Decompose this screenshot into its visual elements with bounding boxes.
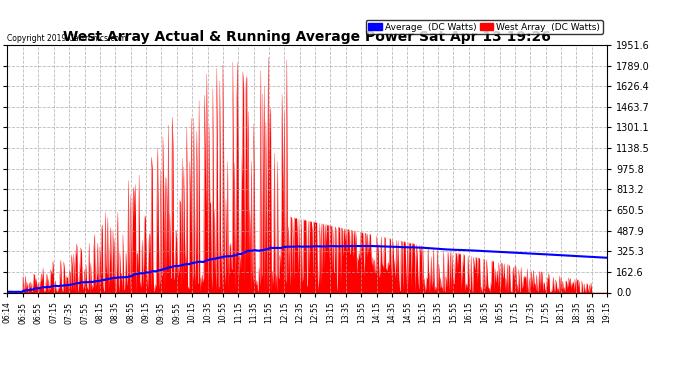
Legend: Average  (DC Watts), West Array  (DC Watts): Average (DC Watts), West Array (DC Watts… [366, 20, 602, 34]
Text: Copyright 2019 Cartronics.com: Copyright 2019 Cartronics.com [7, 33, 126, 42]
Title: West Array Actual & Running Average Power Sat Apr 13 19:26: West Array Actual & Running Average Powe… [63, 30, 551, 44]
